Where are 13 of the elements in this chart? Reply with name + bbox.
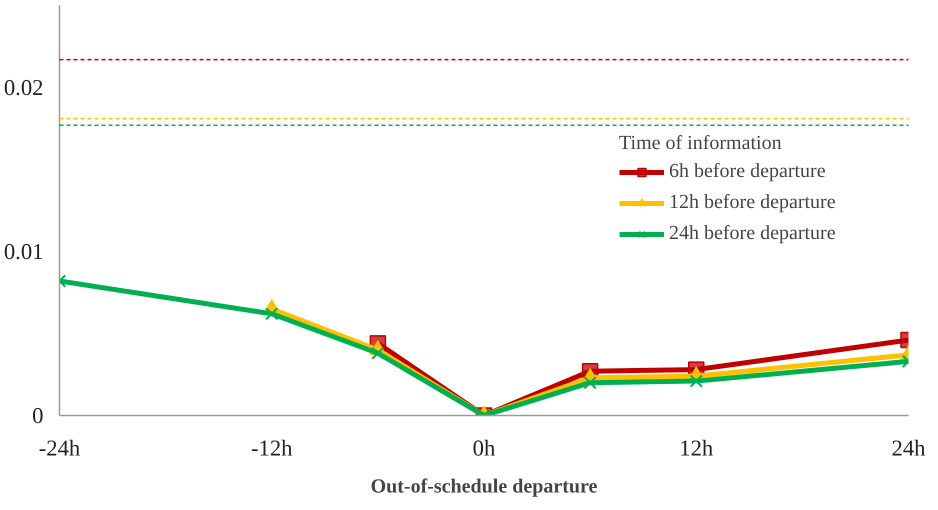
legend-title: Time of information: [619, 132, 783, 155]
x-tick-label: 0h: [472, 436, 496, 460]
x-tick-label: -24h: [38, 436, 81, 460]
y-tick-label: 0.02: [4, 75, 44, 100]
legend-label: 24h before departure: [669, 222, 836, 245]
y-tick-label: 0: [32, 403, 44, 428]
x-tick-label: 12h: [679, 436, 714, 460]
legend-label: 6h before departure: [669, 160, 826, 183]
x-axis-title: Out-of-schedule departure: [370, 476, 598, 498]
x-tick-label: 24h: [892, 436, 926, 460]
x-tick-label: -12h: [250, 436, 294, 460]
legend-label: 12h before departure: [669, 191, 836, 214]
y-tick-label: 0.01: [4, 239, 44, 264]
